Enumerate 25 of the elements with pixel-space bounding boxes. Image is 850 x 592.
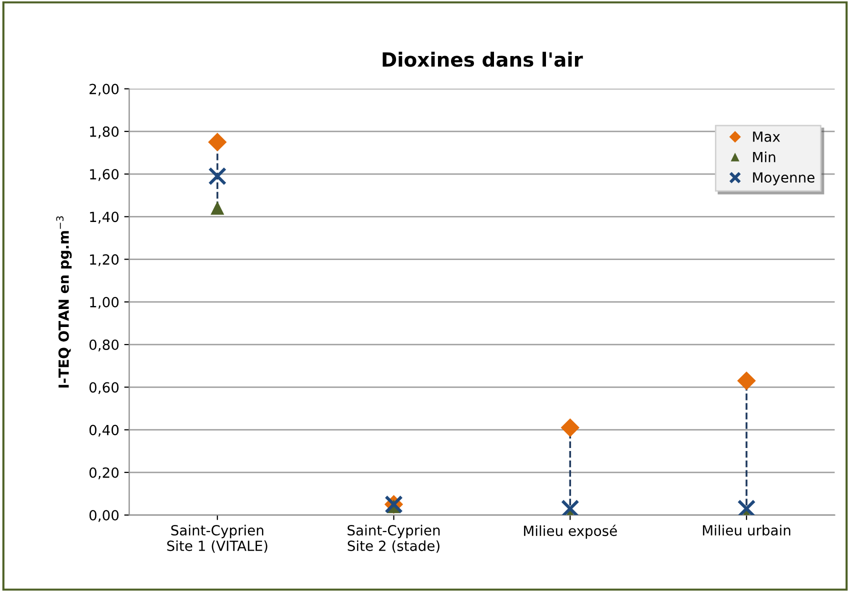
y-tick-label: 0,80: [89, 340, 119, 352]
x-tick-label: Milieu urbain: [702, 524, 790, 536]
point: [560, 418, 580, 437]
y-tick-label: 1,60: [90, 169, 119, 181]
x-tick-label: Milieu exposé: [524, 524, 617, 539]
y-tick-label: 1,80: [90, 126, 119, 138]
chart-title: Dioxines dans l'air: [382, 52, 583, 67]
y-tick-label: 0,20: [89, 467, 119, 480]
y-tick-label: 0,60: [89, 382, 119, 394]
y-tick-label: 0,00: [89, 510, 119, 522]
y-tick-label: 1,40: [90, 212, 119, 224]
y-tick-label: 2,00: [90, 84, 119, 96]
y-tick-label: 0,40: [89, 424, 119, 437]
legend-label: Moyenne: [753, 172, 814, 186]
legend-label: Max: [753, 132, 780, 142]
x-tick-label: Saint-Cyprien Site 2 (stade): [348, 524, 440, 553]
point: [210, 202, 224, 215]
legend-label: Min: [753, 152, 776, 162]
point: [208, 167, 227, 186]
y-axis-title: I-TEQ OTAN en pg.m$^{−3}$: [56, 216, 72, 388]
point: [208, 132, 227, 152]
y-tick-label: 1,00: [90, 296, 119, 309]
x-tick-label: Saint-Cyprien Site 1 (VITALE): [167, 524, 268, 553]
y-tick-label: 1,20: [90, 254, 119, 266]
point: [737, 372, 756, 390]
